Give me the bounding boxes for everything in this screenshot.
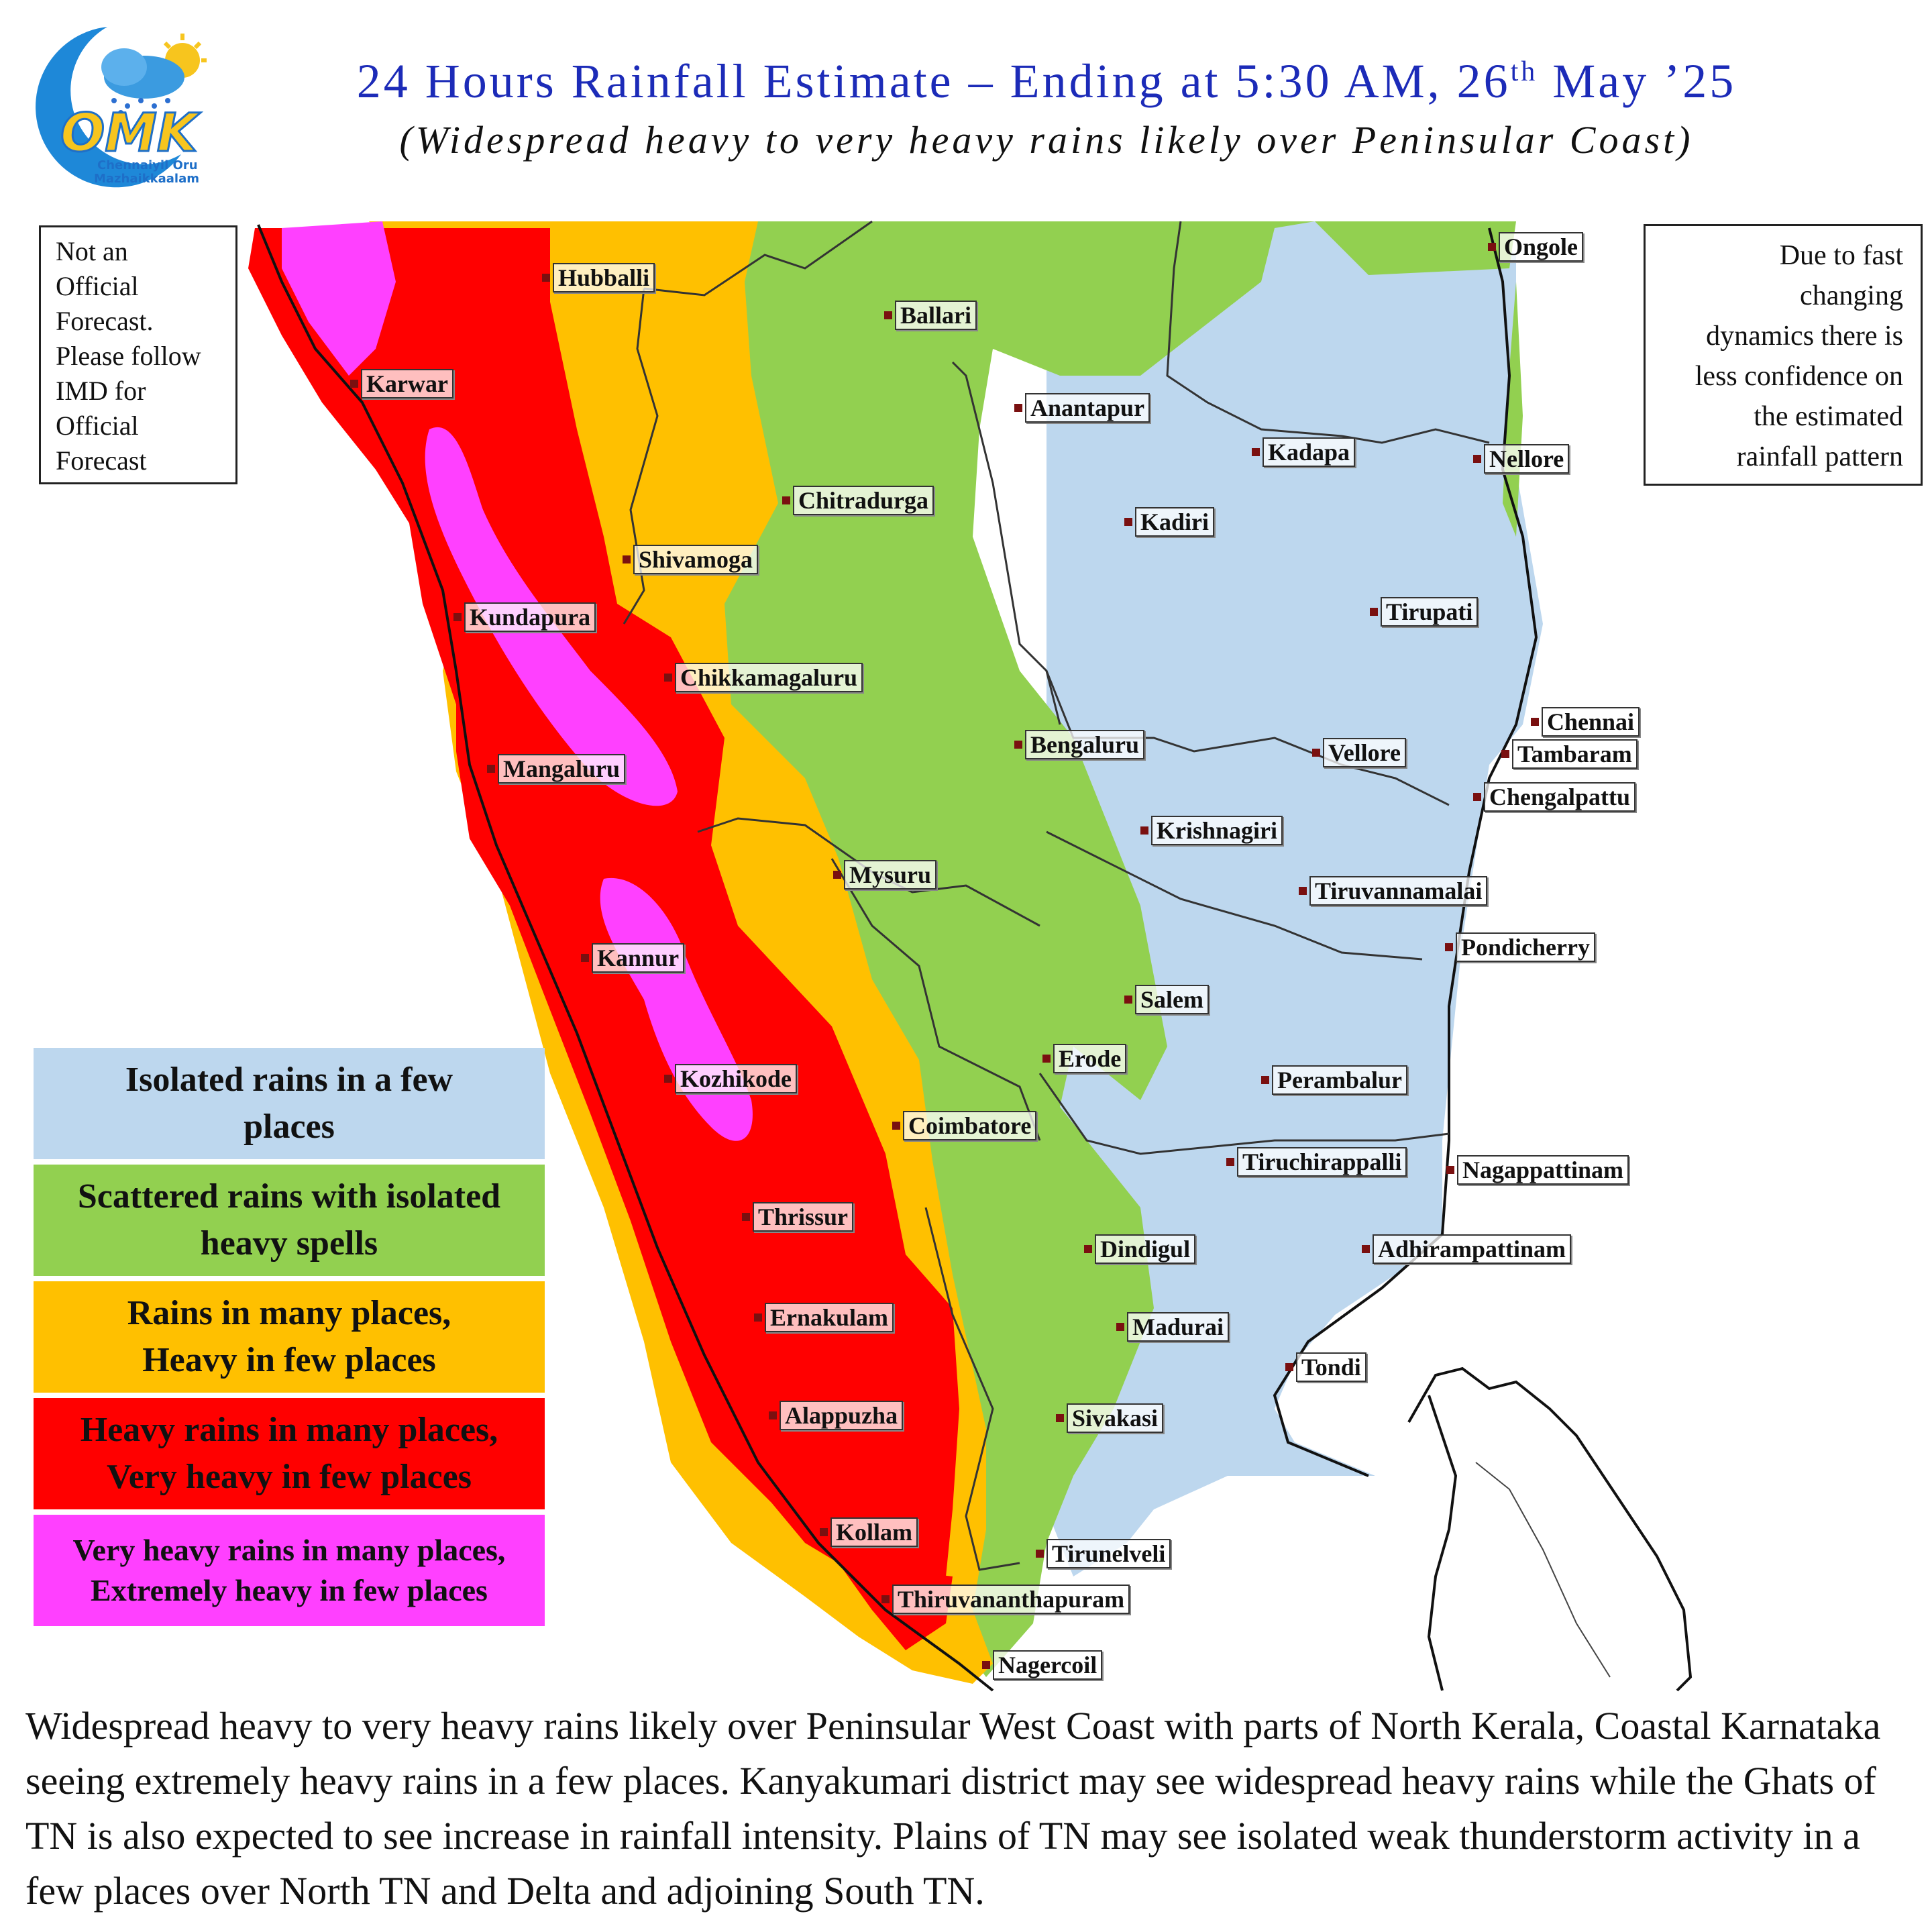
city-tambaram: Tambaram bbox=[1501, 739, 1638, 769]
city-chennai: Chennai bbox=[1531, 707, 1640, 737]
city-kundapura: Kundapura bbox=[453, 602, 596, 632]
city-nagappattinam: Nagappattinam bbox=[1446, 1155, 1629, 1185]
zone-heavy-rains bbox=[248, 228, 959, 1644]
map-legend: Isolated rains in a few places Scattered … bbox=[34, 1048, 545, 1631]
logo-letters: OMK bbox=[60, 103, 201, 164]
city-hubballi: Hubballi bbox=[542, 263, 655, 292]
city-madurai: Madurai bbox=[1116, 1312, 1230, 1342]
map-subtitle: (Widespread heavy to very heavy rains li… bbox=[399, 118, 1694, 162]
city-krishnagiri: Krishnagiri bbox=[1140, 816, 1283, 845]
city-sivakasi: Sivakasi bbox=[1056, 1403, 1164, 1433]
city-tirunelveli: Tirunelveli bbox=[1036, 1539, 1171, 1568]
city-nellore: Nellore bbox=[1473, 444, 1570, 474]
confidence-note-box: Due to fast changing dynamics there is l… bbox=[1644, 224, 1923, 486]
disclaimer-box: Not an Official Forecast. Please follow … bbox=[39, 225, 237, 484]
zone-scattered-rains bbox=[543, 221, 1516, 1677]
city-mysuru: Mysuru bbox=[833, 860, 937, 890]
sri-lanka-outline bbox=[1407, 1366, 1693, 1692]
city-salem: Salem bbox=[1124, 985, 1209, 1014]
city-alappuzha: Alappuzha bbox=[769, 1401, 904, 1430]
city-adhirampattinam: Adhirampattinam bbox=[1362, 1234, 1572, 1264]
logo-line1: Chennaiyil Oru bbox=[97, 158, 198, 172]
legend-heavy: Heavy rains in many places, Very heavy in… bbox=[34, 1398, 545, 1509]
city-ernakulam: Ernakulam bbox=[754, 1303, 894, 1332]
city-chengalpattu: Chengalpattu bbox=[1473, 782, 1636, 812]
city-tondi: Tondi bbox=[1285, 1352, 1366, 1382]
city-ballari: Ballari bbox=[884, 301, 977, 330]
city-shivamoga: Shivamoga bbox=[623, 545, 759, 574]
city-thrissur: Thrissur bbox=[742, 1202, 854, 1232]
city-karwar: Karwar bbox=[350, 369, 453, 398]
city-kannur: Kannur bbox=[581, 943, 685, 973]
forecast-summary: Widespread heavy to very heavy rains lik… bbox=[25, 1704, 1881, 1913]
title-main: 24 Hours Rainfall Estimate – Ending at 5… bbox=[356, 54, 1511, 108]
city-erode: Erode bbox=[1042, 1044, 1127, 1073]
city-perambalur: Perambalur bbox=[1261, 1065, 1407, 1095]
title-superscript: th bbox=[1510, 56, 1538, 87]
city-pondicherry: Pondicherry bbox=[1445, 932, 1595, 962]
legend-rains-many: Rains in many places, Heavy in few places bbox=[34, 1281, 545, 1393]
city-coimbatore: Coimbatore bbox=[892, 1111, 1037, 1140]
zone-very-heavy-2 bbox=[425, 427, 678, 806]
city-kollam: Kollam bbox=[820, 1517, 918, 1547]
city-bengaluru: Bengaluru bbox=[1014, 730, 1145, 759]
city-anantapur: Anantapur bbox=[1014, 393, 1150, 423]
legend-isolated: Isolated rains in a few places bbox=[34, 1048, 545, 1159]
omk-logo: OMK Chennaiyil Oru Mazhaikkaalam bbox=[36, 27, 207, 188]
city-ongole: Ongole bbox=[1488, 232, 1584, 262]
city-kadiri: Kadiri bbox=[1124, 507, 1215, 537]
city-mangaluru: Mangaluru bbox=[487, 754, 626, 784]
title-end: May ’25 bbox=[1538, 54, 1737, 108]
legend-very-heavy: Very heavy rains in many places, Extremel… bbox=[34, 1515, 545, 1626]
west-coastline bbox=[257, 224, 994, 1692]
city-thiruvananthapuram: Thiruvananthapuram bbox=[881, 1585, 1130, 1614]
city-vellore: Vellore bbox=[1312, 738, 1406, 767]
logo-line2: Mazhaikkaalam bbox=[94, 172, 199, 186]
city-chikkamagaluru: Chikkamagaluru bbox=[664, 663, 863, 692]
legend-scattered: Scattered rains with isolated heavy spell… bbox=[34, 1165, 545, 1276]
city-kozhikode: Kozhikode bbox=[664, 1064, 798, 1093]
city-nagercoil: Nagercoil bbox=[982, 1650, 1103, 1680]
zone-very-heavy-1 bbox=[282, 221, 396, 376]
city-chitradurga: Chitradurga bbox=[782, 486, 934, 515]
city-dindigul: Dindigul bbox=[1084, 1234, 1196, 1264]
map-title: 24 Hours Rainfall Estimate – Ending at 5… bbox=[255, 54, 1838, 109]
city-kadapa: Kadapa bbox=[1252, 437, 1356, 467]
city-tiruchirappalli: Tiruchirappalli bbox=[1226, 1147, 1407, 1177]
city-tiruvannamalai: Tiruvannamalai bbox=[1299, 876, 1488, 906]
city-tirupati: Tirupati bbox=[1370, 597, 1479, 627]
